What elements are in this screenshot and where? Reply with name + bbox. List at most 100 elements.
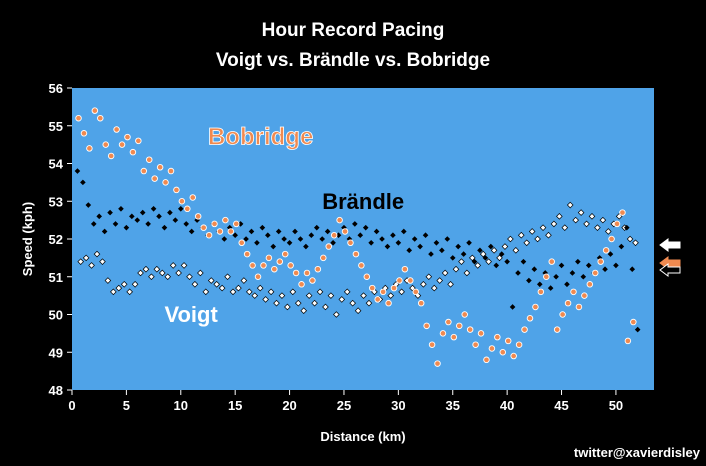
point-bobridge (510, 352, 517, 360)
point-bobridge (243, 250, 251, 258)
point-bobridge (581, 292, 588, 299)
point-voigt (632, 239, 639, 247)
point-voigt (197, 269, 204, 277)
point-brndle (297, 236, 304, 242)
point-brndle (324, 228, 331, 235)
point-brndle (515, 270, 521, 276)
point-brndle (357, 232, 364, 239)
x-tick-label: 40 (500, 398, 514, 413)
point-brndle (352, 221, 358, 227)
end-arrows (659, 238, 681, 277)
x-tick-label: 45 (554, 398, 568, 413)
point-brndle (368, 239, 374, 246)
point-voigt (507, 235, 514, 243)
point-bobridge (608, 235, 615, 243)
series-annotations: Bobridge Brändle Voigt (164, 123, 404, 327)
point-bobridge (559, 311, 566, 318)
point-voigt (474, 262, 482, 269)
point-voigt (485, 258, 492, 265)
point-bobridge (504, 337, 512, 345)
point-bobridge (86, 145, 93, 152)
point-voigt (294, 299, 302, 307)
point-voigt (169, 262, 177, 269)
y-tick-label: 53 (49, 194, 63, 209)
point-brndle (444, 236, 451, 242)
point-voigt (256, 284, 264, 292)
point-bobridge (499, 349, 507, 356)
point-bobridge (477, 330, 485, 337)
point-brndle (259, 224, 266, 231)
point-voigt (583, 220, 590, 228)
point-voigt (322, 303, 329, 311)
point-voigt (273, 299, 280, 307)
point-brndle (624, 224, 630, 231)
point-brndle (634, 326, 641, 333)
point-brndle (629, 266, 636, 272)
point-voigt (235, 284, 242, 292)
x-axis-label: Distance (km) (320, 429, 405, 444)
point-bobridge (494, 333, 501, 341)
point-bobridge (303, 269, 311, 277)
point-bobridge (466, 326, 474, 333)
point-voigt (588, 213, 596, 220)
point-bobridge (439, 330, 447, 337)
point-voigt (115, 284, 123, 292)
point-brndle (428, 251, 434, 257)
point-brndle (292, 228, 298, 235)
point-brndle (237, 221, 244, 227)
point-brndle (303, 243, 309, 250)
point-brndle (346, 236, 353, 242)
point-brndle (319, 236, 326, 242)
point-brndle (172, 217, 179, 223)
point-bobridge (227, 228, 235, 235)
x-tick-label: 25 (337, 398, 351, 413)
point-brndle (433, 239, 440, 246)
point-brndle (270, 243, 277, 250)
point-bobridge (472, 341, 479, 348)
point-voigt (246, 288, 253, 296)
point-bobridge (91, 107, 99, 114)
point-voigt (142, 265, 150, 273)
point-voigt (365, 299, 373, 307)
x-tick-label: 5 (123, 398, 130, 413)
point-brndle (96, 213, 102, 220)
y-tick-label: 56 (49, 81, 63, 96)
point-bobridge (178, 197, 186, 205)
point-brndle (558, 262, 565, 269)
y-tick-label: 48 (49, 383, 63, 398)
point-brndle (536, 281, 543, 288)
annotation-label: Brändle (322, 189, 404, 214)
point-brndle (488, 243, 494, 250)
point-bobridge (151, 175, 158, 182)
point-brndle (411, 236, 418, 242)
point-bobridge (118, 141, 126, 148)
point-bobridge (129, 148, 137, 156)
point-brndle (422, 232, 429, 239)
point-brndle (602, 266, 608, 272)
point-bobridge (205, 231, 213, 239)
point-voigt (333, 311, 340, 318)
point-brndle (400, 228, 407, 235)
point-bobridge (374, 296, 381, 303)
point-voigt (305, 292, 313, 299)
point-voigt (469, 254, 476, 262)
point-voigt (517, 231, 525, 239)
point-bobridge (417, 299, 425, 307)
point-brndle (373, 228, 380, 235)
point-voigt (158, 269, 166, 277)
point-voigt (572, 216, 579, 224)
data-points (74, 107, 641, 367)
point-bobridge (368, 284, 376, 292)
point-brndle (417, 243, 423, 250)
point-bobridge (597, 258, 604, 265)
y-tick-label: 49 (49, 345, 63, 360)
point-bobridge (341, 228, 349, 235)
point-bobridge (325, 243, 332, 250)
point-brndle (542, 270, 549, 276)
point-voigt (229, 288, 237, 296)
point-brndle (129, 213, 135, 220)
point-brndle (449, 255, 456, 261)
point-bobridge (358, 262, 365, 269)
chart-title: Hour Record Pacing (261, 20, 445, 41)
point-voigt (556, 213, 563, 220)
